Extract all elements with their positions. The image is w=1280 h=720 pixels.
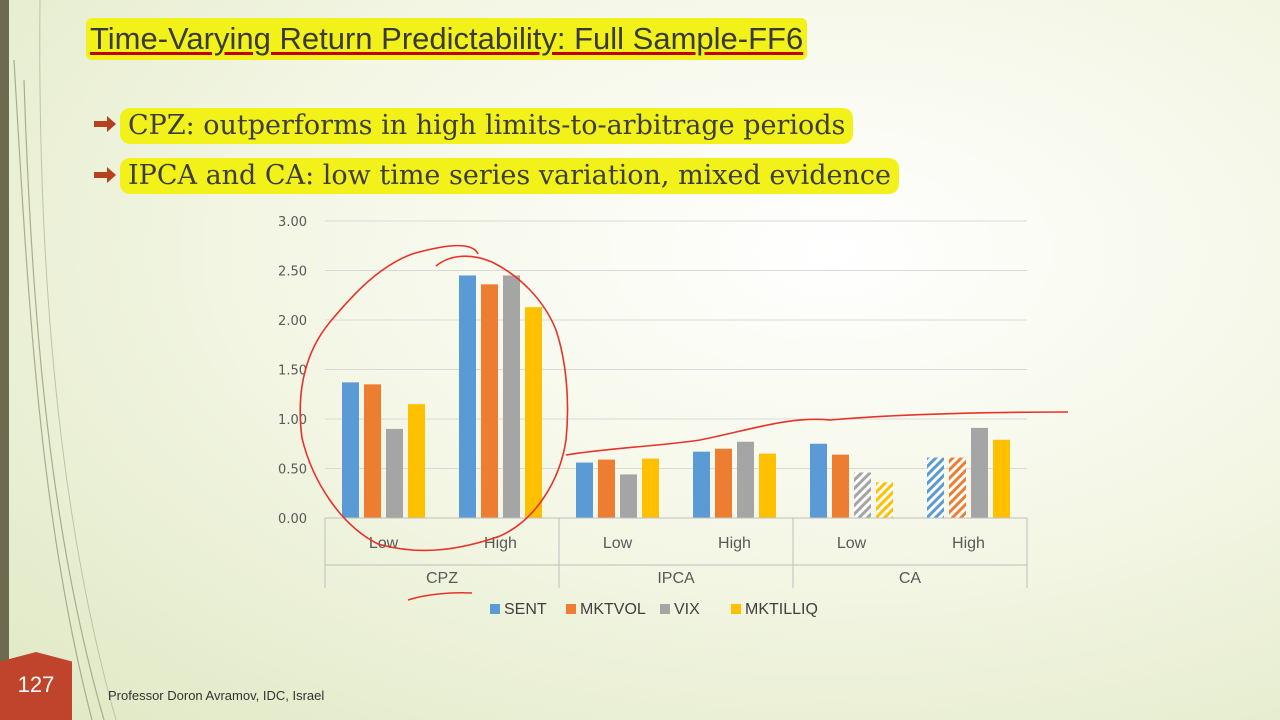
- slide-title: Time-Varying Return Predictability: Full…: [86, 18, 808, 60]
- legend-label-sent: SENT: [504, 601, 547, 618]
- y-tick-label: 1.00: [278, 413, 307, 428]
- bar-mktilliq-3: [759, 453, 776, 518]
- x-category-label: High: [718, 535, 751, 552]
- x-group-label: CPZ: [426, 570, 458, 587]
- legend-label-mktvol: MKTVOL: [580, 601, 646, 618]
- bar-mktvol-2: [598, 459, 615, 518]
- legend-label-vix: VIX: [674, 601, 700, 618]
- bar-sent-0: [342, 382, 359, 518]
- x-category-label: Low: [837, 535, 867, 552]
- bar-vix-0: [386, 428, 403, 518]
- y-tick-label: 2.00: [278, 314, 307, 329]
- bar-mktvol-4: [832, 454, 849, 518]
- x-category-label: High: [952, 535, 985, 552]
- bar-vix-4: [854, 472, 871, 518]
- bar-vix-1: [503, 275, 520, 518]
- legend-swatch-sent: [490, 604, 500, 614]
- y-tick-label: 1.50: [278, 364, 307, 379]
- bar-sent-2: [576, 462, 593, 518]
- bar-vix-5: [971, 427, 988, 518]
- legend-swatch-mktilliq: [731, 604, 741, 614]
- bar-vix-3: [737, 441, 754, 518]
- bar-sent-1: [459, 275, 476, 518]
- bar-mktilliq-0: [408, 404, 425, 518]
- bar-sent-5: [927, 457, 944, 518]
- bar-mktvol-0: [364, 384, 381, 518]
- y-tick-label: 3.00: [278, 215, 307, 230]
- bullet-2: IPCA and CA: low time series variation, …: [120, 158, 900, 194]
- handwritten-annotations: [299, 244, 1069, 601]
- bar-mktilliq-1: [525, 307, 542, 518]
- legend-swatch-vix: [660, 604, 670, 614]
- bullet-arrow-icon: [94, 116, 116, 132]
- bar-sent-4: [810, 443, 827, 518]
- bar-mktvol-1: [481, 284, 498, 518]
- decorative-lines: [13, 0, 117, 720]
- bar-mktvol-3: [715, 448, 732, 518]
- bullet-1: CPZ: outperforms in high limits-to-arbit…: [120, 108, 854, 144]
- bar-vix-2: [620, 474, 637, 518]
- bar-mktilliq-2: [642, 458, 659, 518]
- y-tick-label: 2.50: [278, 265, 307, 280]
- bar-sent-3: [693, 451, 710, 518]
- page-number-badge: [0, 652, 72, 720]
- x-category-label: Low: [603, 535, 633, 552]
- x-category-label: High: [484, 535, 517, 552]
- left-accent-bar: [0, 0, 9, 720]
- bar-mktvol-5: [949, 457, 966, 518]
- legend-swatch-mktvol: [566, 604, 576, 614]
- bar-mktilliq-4: [876, 482, 893, 518]
- y-tick-label: 0.00: [278, 512, 307, 527]
- bullet-arrow-icon: [94, 167, 116, 183]
- footer-text: Professor Doron Avramov, IDC, Israel: [108, 688, 325, 703]
- x-category-label: Low: [369, 535, 399, 552]
- bar-mktilliq-5: [993, 439, 1010, 518]
- x-group-label: CA: [899, 570, 922, 587]
- legend-label-mktilliq: MKTILLIQ: [745, 601, 818, 618]
- x-group-label: IPCA: [657, 570, 695, 587]
- page-number: 127: [17, 672, 55, 697]
- y-tick-label: 0.50: [278, 463, 307, 478]
